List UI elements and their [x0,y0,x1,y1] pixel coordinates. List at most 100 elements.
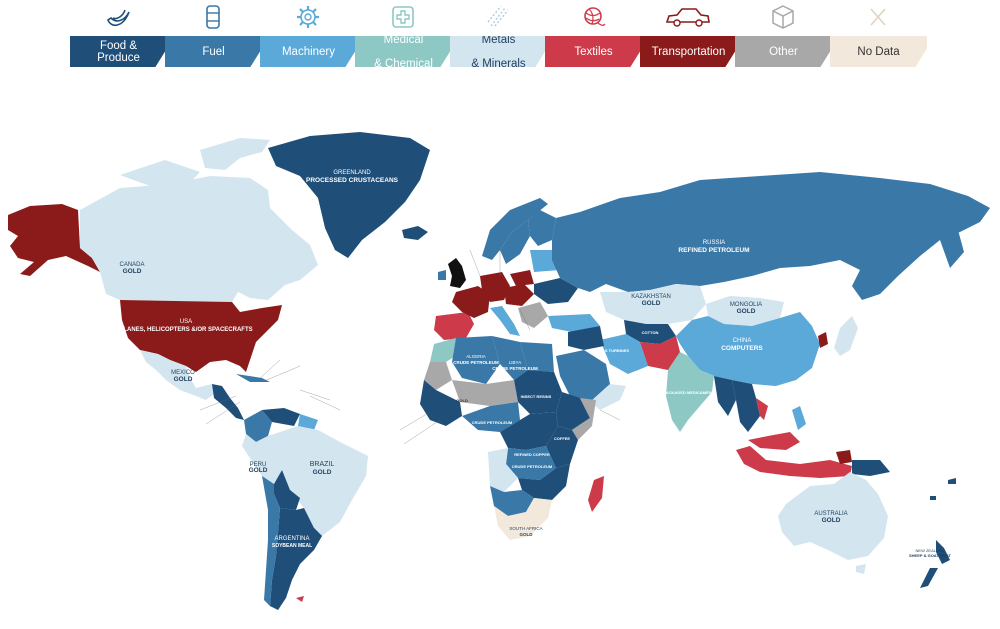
country-somalia[interactable] [572,398,596,440]
country-mexico[interactable] [140,350,214,400]
label-algeria: ALGERIA CRUDE PETROLEUM [453,354,499,365]
country-new-zealand[interactable] [920,540,950,588]
country-balkans[interactable] [518,302,548,328]
falklands[interactable] [296,596,304,602]
label-name: LIBYA [509,360,521,365]
label-name: MEXICO [171,370,195,376]
country-kenya-tanzania[interactable] [546,426,578,468]
country-mongolia[interactable] [706,296,784,326]
pacific-islands[interactable] [930,478,956,500]
region-central-asia[interactable] [624,320,676,344]
legend-tab: No Data [830,36,927,67]
region-caribbean[interactable] [236,374,270,382]
country-libya[interactable] [492,336,528,380]
country-iceland[interactable] [402,226,428,240]
country-brazil[interactable] [268,426,368,536]
country-norway[interactable] [482,198,548,260]
legend-label-line1: Machinery [281,45,336,58]
country-saudi-arabia[interactable] [556,350,610,402]
country-iran[interactable] [600,334,648,374]
country-namibia-botswana[interactable] [490,486,534,516]
country-indonesia[interactable] [736,446,852,478]
legend: Food & Produce Fuel Machinery Medical & Ch… [70,0,930,72]
country-usa[interactable] [120,300,282,372]
country-mali-niger[interactable] [452,380,518,406]
label-name: AUSTRALIA [814,511,847,517]
country-ethiopia[interactable] [556,392,590,430]
country-italy[interactable] [490,306,520,336]
country-australia[interactable] [778,472,888,560]
legend-label-line1: Other [769,45,798,58]
country-turkey[interactable] [548,314,600,332]
country-western-sahara-mauritania[interactable] [424,362,452,390]
country-chile[interactable] [262,476,280,606]
country-canada[interactable] [80,176,318,302]
country-thailand-vietnam[interactable] [732,380,760,432]
country-finland[interactable] [528,210,556,246]
country-philippines[interactable] [792,406,806,430]
country-ukraine[interactable] [534,278,578,304]
label-name: CANADA [119,262,144,268]
country-madagascar[interactable] [588,476,604,512]
country-zambia-mozambique[interactable] [518,464,570,500]
country-afghanistan-pakistan[interactable] [640,336,680,370]
car-icon [640,2,735,32]
country-guyana-region[interactable] [298,414,318,430]
label-canada: CANADA GOLD [119,262,144,275]
country-india[interactable] [666,352,714,432]
label-product: GOLD [249,467,268,474]
label-product: SOYBEAN MEAL [272,543,312,549]
legend-label-line2: & Chemical [374,57,433,70]
country-peru[interactable] [242,434,282,484]
country-argentina[interactable] [270,508,322,610]
country-west-africa[interactable] [420,380,462,426]
country-iraq-syria[interactable] [568,326,604,350]
legend-label-line1: Transportation [651,45,726,58]
country-yemen-oman[interactable] [590,384,626,410]
country-uk[interactable] [448,258,466,288]
country-papua[interactable] [852,460,890,476]
country-kazakhstan[interactable] [600,284,706,324]
country-drc[interactable] [506,446,556,480]
legend-tab: Textiles [545,36,642,67]
country-france[interactable] [452,286,490,318]
label-russia: RUSSIA REFINED PETROLEUM [678,240,749,254]
country-angola[interactable] [488,448,518,492]
legend-item-food-produce: Food & Produce [70,0,167,72]
country-tasmania[interactable] [856,564,866,574]
gear-icon [260,2,355,32]
country-ireland[interactable] [438,270,446,280]
country-poland[interactable] [510,270,534,286]
country-nigeria-cameroon[interactable] [462,402,520,432]
country-central-africa[interactable] [500,412,558,450]
country-alaska[interactable] [8,204,100,276]
label-product: CRUDE PETROLEUM [492,366,538,371]
country-indonesia-islands[interactable] [836,450,852,464]
country-spain-portugal[interactable] [434,312,474,340]
country-russia-kamchatka[interactable] [940,230,964,268]
country-bolivia[interactable] [274,470,300,510]
country-china[interactable] [676,312,820,386]
region-central-america[interactable] [212,384,244,420]
country-algeria[interactable] [452,336,500,384]
country-laos[interactable] [756,398,768,420]
country-egypt[interactable] [520,342,554,372]
country-bangladesh-myanmar[interactable] [714,376,736,416]
label-south-africa: SOUTH AFRICA GOLD [509,526,542,537]
country-colombia[interactable] [244,410,272,442]
country-chad-sudan[interactable] [514,370,562,414]
label-kazakhstan: KAZAKHSTAN GOLD [631,294,671,307]
country-south-africa[interactable] [494,498,552,540]
country-malaysia[interactable] [748,432,800,450]
country-japan[interactable] [834,316,858,356]
label-brazil: BRAZIL GOLD [310,461,335,476]
country-greenland[interactable] [268,132,430,258]
country-germany[interactable] [480,272,510,302]
country-sweden[interactable] [500,220,530,264]
country-north-korea-etc[interactable] [818,332,828,348]
country-venezuela[interactable] [262,408,300,426]
country-central-europe[interactable] [504,284,534,306]
country-russia[interactable] [552,172,990,300]
country-uruguay[interactable] [310,528,322,542]
label-name: NEW ZEALAND [916,548,945,553]
